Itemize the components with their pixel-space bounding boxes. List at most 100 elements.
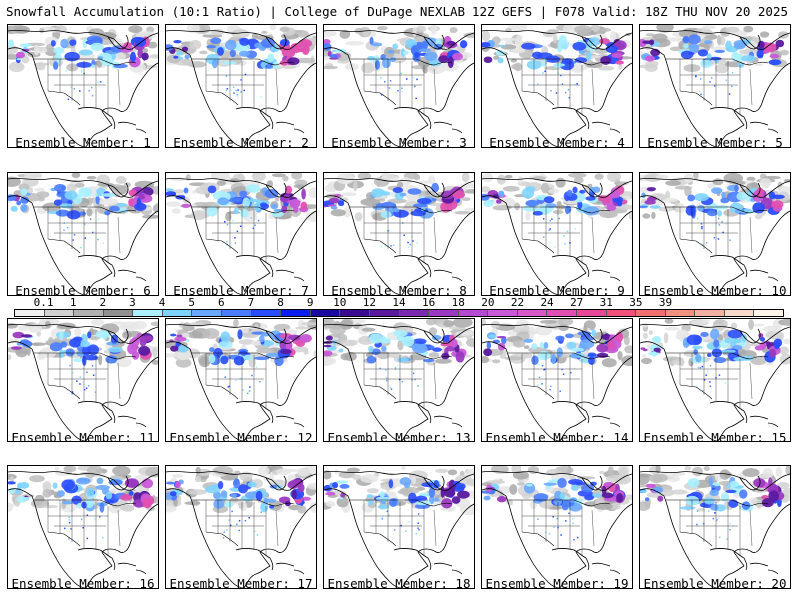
caribbean-islands <box>749 121 779 134</box>
gulf-coast <box>235 107 274 130</box>
coastline <box>8 488 158 588</box>
state-lines <box>205 353 279 409</box>
ensemble-member-label: Ensemble Member: 17 <box>169 576 313 591</box>
hudson-bay <box>107 34 129 50</box>
state-lines <box>521 353 595 409</box>
caribbean-islands <box>117 121 147 134</box>
arctic-coast <box>640 471 790 491</box>
colorbar-swatch <box>547 310 577 316</box>
arctic-coast <box>324 30 474 50</box>
us-canada-border <box>666 58 769 66</box>
coastline <box>482 195 632 295</box>
hudson-bay <box>739 328 761 344</box>
us-canada-border <box>350 352 453 360</box>
ensemble-member-map <box>7 318 159 442</box>
us-mexico-border <box>679 384 713 400</box>
snowfall-map <box>482 173 632 295</box>
coastline <box>324 195 474 295</box>
heavy-snow-shading <box>482 477 626 541</box>
gulf-coast <box>77 548 116 571</box>
colorbar-tick-label: 2 <box>99 296 107 309</box>
heavy-snow-shading <box>166 478 311 539</box>
state-lines <box>521 59 595 115</box>
colorbar-tick-label: 0.1 <box>33 296 54 309</box>
hudson-bay <box>581 328 603 344</box>
coastline <box>8 341 158 441</box>
snowfall-map <box>166 466 316 588</box>
arctic-coast <box>482 324 632 344</box>
snowfall-map <box>8 319 158 441</box>
state-lines <box>363 353 437 409</box>
ensemble-member-label: Ensemble Member: 20 <box>643 576 787 591</box>
us-canada-border <box>508 352 611 360</box>
us-canada-border <box>508 499 611 507</box>
snowfall-map <box>8 173 158 295</box>
state-lines <box>679 353 753 409</box>
us-mexico-border <box>205 531 239 547</box>
coastline <box>8 195 158 295</box>
us-canada-border <box>192 58 295 66</box>
ensemble-member-label: Ensemble Member: 13 <box>327 430 471 445</box>
ensemble-member-map <box>165 465 317 589</box>
hudson-bay <box>739 182 761 198</box>
ensemble-member-label: Ensemble Member: 14 <box>485 430 629 445</box>
colorbar-tick-label: 16 <box>421 296 436 309</box>
state-lines <box>47 500 121 556</box>
colorbar-swatch <box>162 310 193 316</box>
ensemble-member-label: Ensemble Member: 7 <box>173 283 309 298</box>
hudson-bay <box>265 34 287 50</box>
snowfall-map <box>166 25 316 147</box>
us-mexico-border <box>521 238 555 254</box>
us-mexico-border <box>679 238 713 254</box>
colorbar-swatch <box>222 310 252 316</box>
arctic-coast <box>166 471 316 491</box>
coastline <box>640 341 790 441</box>
ensemble-member-map <box>323 172 475 296</box>
ensemble-member-label: Ensemble Member: 19 <box>485 576 629 591</box>
us-mexico-border <box>205 90 239 106</box>
coastline <box>8 47 158 147</box>
colorbar-tick-label: 6 <box>217 296 225 309</box>
colorbar-tick-label: 35 <box>629 296 643 309</box>
colorbar-tick-label: 22 <box>510 296 525 309</box>
heavy-snow-shading <box>166 184 309 248</box>
colorbar-swatch <box>399 310 430 316</box>
arctic-coast <box>324 324 474 344</box>
gulf-coast <box>393 107 432 130</box>
ensemble-member-map <box>7 172 159 296</box>
arctic-coast <box>8 471 158 491</box>
ensemble-member-map <box>323 24 475 148</box>
us-canada-border <box>508 206 611 214</box>
snowfall-map <box>8 466 158 588</box>
heavy-snow-shading <box>482 185 628 248</box>
ensemble-member-map <box>481 172 633 296</box>
heavy-snow-shading <box>166 37 313 98</box>
snowfall-map <box>324 319 474 441</box>
arctic-coast <box>8 178 158 198</box>
hudson-bay <box>265 182 287 198</box>
colorbar-swatch <box>754 310 784 316</box>
arctic-coast <box>166 178 316 198</box>
us-mexico-border <box>47 384 81 400</box>
snowfall-map <box>640 173 790 295</box>
ensemble-member-label: Ensemble Member: 3 <box>331 135 467 150</box>
us-mexico-border <box>521 384 555 400</box>
ensemble-member-label: Ensemble Member: 15 <box>643 430 787 445</box>
heavy-snow-shading <box>640 184 785 246</box>
coastline <box>166 195 316 295</box>
ensemble-member-map <box>639 465 791 589</box>
hudson-bay <box>739 34 761 50</box>
us-mexico-border <box>679 531 713 547</box>
coastline <box>324 341 474 441</box>
state-lines <box>47 59 121 115</box>
us-canada-border <box>350 58 453 66</box>
hudson-bay <box>423 34 445 50</box>
colorbar-tick-label: 18 <box>451 296 465 309</box>
colorbar-swatch <box>724 310 755 316</box>
arctic-coast <box>640 178 790 198</box>
coastline <box>166 488 316 588</box>
caribbean-islands <box>433 415 463 428</box>
state-lines <box>363 207 437 263</box>
colorbar-swatch <box>488 310 518 316</box>
hudson-bay <box>581 475 603 491</box>
